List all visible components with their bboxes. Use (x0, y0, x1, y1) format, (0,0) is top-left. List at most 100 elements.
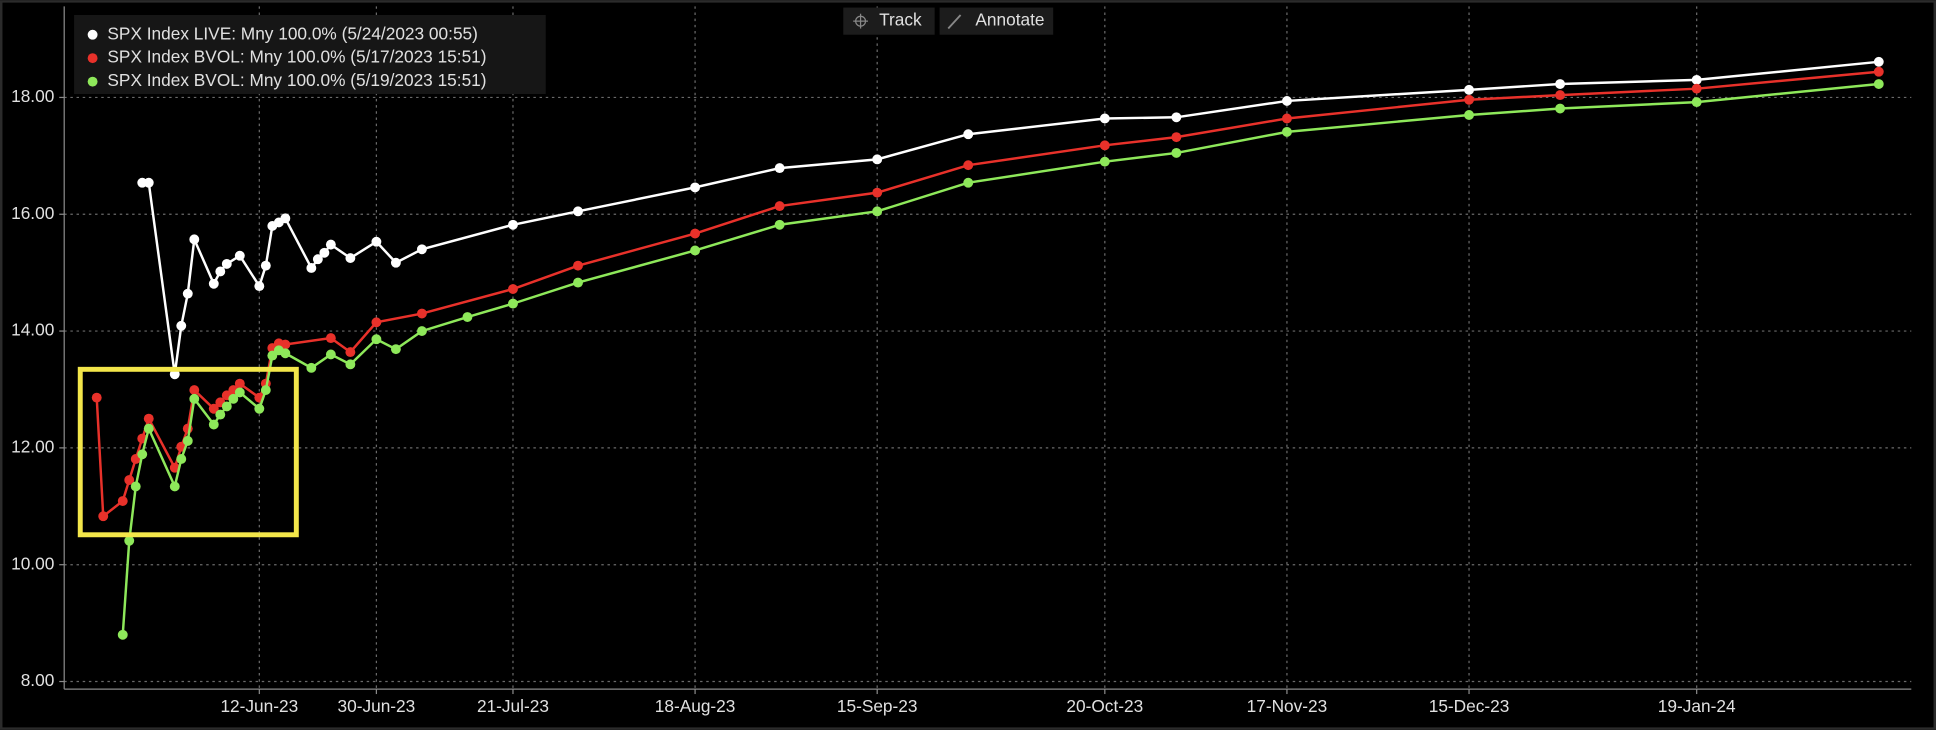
legend-marker (87, 53, 98, 64)
grid (64, 6, 1912, 690)
data-point (345, 347, 356, 358)
highlight-box (77, 366, 299, 538)
data-point (306, 263, 317, 273)
legend-marker (87, 29, 98, 40)
data-point (189, 393, 200, 404)
data-point (1555, 90, 1566, 101)
data-point (221, 258, 232, 269)
data-point (371, 236, 382, 247)
data-point (143, 423, 154, 434)
button-bg[interactable] (939, 7, 1054, 35)
data-point (774, 163, 785, 174)
data-point (312, 254, 323, 265)
data-point (390, 344, 401, 355)
data-point (215, 409, 226, 420)
data-point (1464, 84, 1474, 95)
button-label[interactable]: Track (879, 10, 922, 30)
x-tick-label: 15-Sep-23 (837, 696, 918, 716)
data-point (260, 260, 271, 271)
data-point (254, 281, 265, 292)
data-point (573, 277, 583, 288)
data-point (182, 288, 193, 299)
data-point (1171, 132, 1182, 143)
data-point (189, 234, 200, 245)
data-point (963, 129, 974, 140)
pen-icon (947, 14, 962, 30)
toolbar: Track Annotate (843, 7, 1054, 35)
data-point (325, 333, 336, 344)
data-point (182, 435, 193, 446)
data-point (176, 320, 187, 331)
data-point (1555, 79, 1566, 89)
data-point (137, 449, 148, 460)
data-point (774, 219, 785, 230)
data-point (176, 454, 187, 464)
track-button[interactable]: Track (843, 7, 935, 35)
data-point (1464, 94, 1474, 105)
data-point (169, 369, 180, 380)
data-point (1691, 83, 1702, 94)
data-point (690, 228, 701, 239)
data-point (234, 250, 245, 261)
data-point (963, 160, 974, 171)
data-point (234, 387, 245, 398)
legend-marker (87, 76, 98, 87)
data-point (1873, 66, 1884, 77)
data-point (1171, 147, 1182, 158)
legend-label: SPX Index LIVE: Mny 100.0% (5/24/2023 00… (107, 23, 478, 43)
button-label[interactable]: Annotate (975, 10, 1044, 30)
data-point (690, 245, 701, 256)
x-tick-label: 19-Jan-24 (1658, 696, 1736, 716)
data-point (573, 260, 583, 271)
data-point (508, 284, 518, 294)
data-point (1691, 97, 1702, 108)
data-point (91, 392, 102, 403)
data-point (872, 206, 883, 217)
x-tick-label: 17-Nov-23 (1247, 696, 1328, 716)
data-point (280, 213, 291, 224)
data-point (215, 266, 226, 277)
data-point (872, 187, 883, 198)
x-tick-label: 21-Jul-23 (477, 696, 549, 716)
data-point (371, 334, 382, 345)
data-point (325, 239, 336, 250)
data-point (306, 362, 317, 373)
plot-area (91, 56, 1884, 640)
data-point (228, 393, 239, 404)
x-tick-label: 20-Oct-23 (1066, 696, 1143, 716)
y-tick-label: 10.00 (11, 553, 54, 573)
legend: SPX Index LIVE: Mny 100.0% (5/24/2023 00… (74, 14, 546, 94)
data-point (234, 378, 245, 389)
legend-label: SPX Index BVOL: Mny 100.0% (5/19/2023 15… (107, 70, 486, 90)
data-point (462, 312, 473, 322)
y-tick-label: 18.00 (11, 86, 54, 106)
y-tick-label: 14.00 (11, 320, 54, 340)
data-point (130, 481, 141, 492)
data-point (208, 278, 219, 289)
data-point (143, 413, 154, 424)
data-point (260, 385, 271, 395)
data-point (508, 219, 518, 230)
data-point (416, 308, 427, 319)
y-tick-label: 8.00 (21, 670, 55, 690)
data-point (208, 403, 219, 414)
data-point (416, 326, 427, 337)
data-point (1281, 96, 1292, 106)
data-point (508, 298, 518, 309)
data-point (117, 496, 128, 506)
data-point (872, 154, 883, 165)
data-point (416, 244, 427, 255)
data-point (208, 419, 219, 430)
legend-label: SPX Index BVOL: Mny 100.0% (5/17/2023 15… (107, 47, 486, 67)
data-point (280, 339, 291, 350)
annotate-button[interactable]: Annotate (939, 7, 1054, 35)
data-point (1281, 113, 1292, 124)
data-point (1099, 113, 1110, 124)
y-tick-label: 16.00 (11, 203, 54, 223)
data-point (325, 349, 336, 360)
data-point (1555, 103, 1566, 114)
data-point (390, 257, 401, 268)
data-point (319, 247, 330, 258)
data-point (1691, 74, 1702, 85)
